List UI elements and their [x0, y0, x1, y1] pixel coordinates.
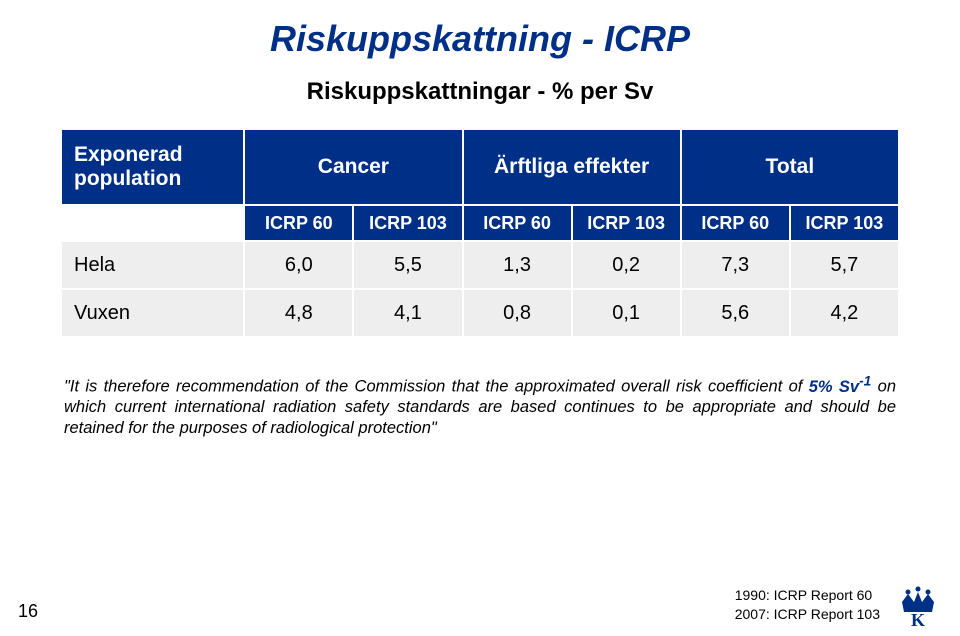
references: 1990: ICRP Report 60 2007: ICRP Report 1… — [735, 586, 880, 624]
page-number: 16 — [18, 601, 38, 622]
header-exponerad: Exponerad population — [62, 130, 243, 204]
row-label: Hela — [62, 242, 243, 288]
quote-pre: "It is therefore recommendation of the C… — [64, 378, 809, 396]
cell: 0,8 — [464, 290, 571, 336]
header-blank — [62, 206, 243, 240]
table-header-row-2: ICRP 60 ICRP 103 ICRP 60 ICRP 103 ICRP 6… — [62, 206, 898, 240]
row-label: Vuxen — [62, 290, 243, 336]
table-row: Hela 6,0 5,5 1,3 0,2 7,3 5,7 — [62, 242, 898, 288]
quote-coef: 5% Sv-1 — [809, 378, 872, 396]
risk-table: Exponerad population Cancer Ärftliga eff… — [60, 128, 900, 338]
cell: 7,3 — [682, 242, 789, 288]
ref-line: 1990: ICRP Report 60 — [735, 586, 880, 605]
slide-page: Riskuppskattning - ICRP Riskuppskattning… — [0, 0, 960, 636]
cell: 6,0 — [245, 242, 352, 288]
cell: 4,2 — [791, 290, 898, 336]
cell: 5,5 — [354, 242, 461, 288]
svg-text:K: K — [911, 610, 925, 626]
cell: 4,8 — [245, 290, 352, 336]
page-subtitle: Riskuppskattningar - % per Sv — [60, 78, 900, 106]
header-sub: ICRP 103 — [791, 206, 898, 240]
header-arftliga: Ärftliga effekter — [464, 130, 680, 204]
page-title: Riskuppskattning - ICRP — [60, 18, 900, 60]
footer: 16 1990: ICRP Report 60 2007: ICRP Repor… — [0, 578, 960, 626]
header-sub: ICRP 60 — [245, 206, 352, 240]
header-sub: ICRP 103 — [573, 206, 680, 240]
header-sub: ICRP 60 — [464, 206, 571, 240]
table-row: Vuxen 4,8 4,1 0,8 0,1 5,6 4,2 — [62, 290, 898, 336]
cell: 0,1 — [573, 290, 680, 336]
cell: 5,7 — [791, 242, 898, 288]
cell: 0,2 — [573, 242, 680, 288]
quote-coef-base: 5% Sv — [809, 378, 859, 396]
karolinska-logo-icon: K — [896, 582, 940, 626]
cell: 1,3 — [464, 242, 571, 288]
cell: 5,6 — [682, 290, 789, 336]
quote-coef-sup: -1 — [859, 373, 871, 388]
header-total: Total — [682, 130, 898, 204]
quote-text: "It is therefore recommendation of the C… — [60, 372, 900, 438]
cell: 4,1 — [354, 290, 461, 336]
header-sub: ICRP 103 — [354, 206, 461, 240]
ref-line: 2007: ICRP Report 103 — [735, 605, 880, 624]
table-header-row-1: Exponerad population Cancer Ärftliga eff… — [62, 130, 898, 204]
header-sub: ICRP 60 — [682, 206, 789, 240]
header-cancer: Cancer — [245, 130, 461, 204]
